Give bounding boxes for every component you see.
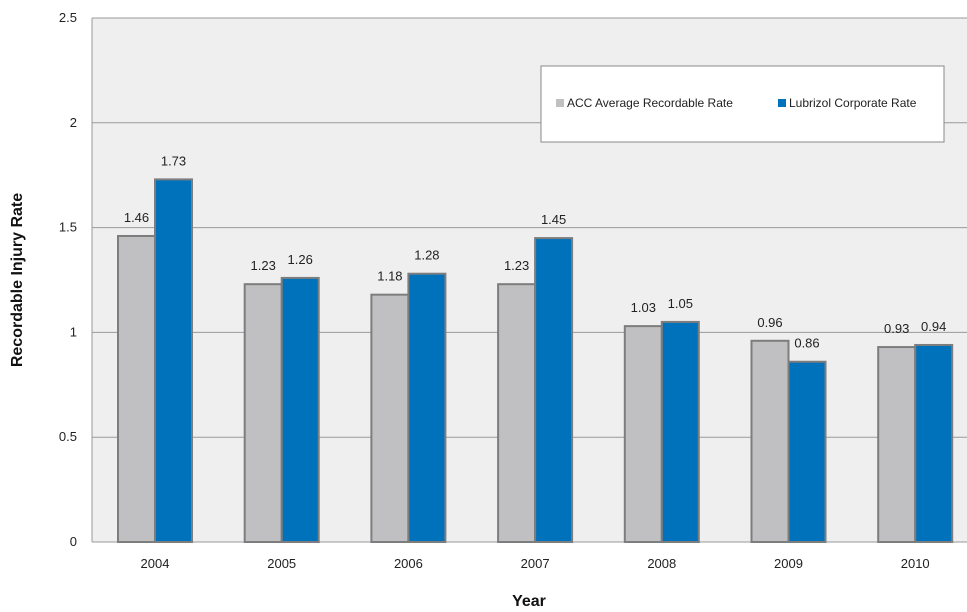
- bar-lubrizol-2004: [154, 178, 193, 543]
- x-tick-label: 2009: [774, 556, 803, 571]
- data-label: 1.23: [251, 258, 276, 273]
- y-tick-label: 1: [70, 324, 77, 339]
- bar-acc-2006: [370, 293, 410, 543]
- x-tick-label: 2006: [394, 556, 423, 571]
- legend-box: [540, 65, 945, 143]
- y-tick-label: 0: [70, 534, 77, 549]
- bar-acc-2004: [117, 234, 156, 543]
- x-tick-label: 2010: [901, 556, 930, 571]
- legend-label-lubrizol: Lubrizol Corporate Rate: [789, 96, 917, 110]
- x-tick-label: 2005: [267, 556, 296, 571]
- bar-acc-2009: [750, 339, 790, 543]
- y-tick-label: 1.5: [59, 220, 77, 235]
- x-tick-label: 2007: [521, 556, 550, 571]
- y-axis-title: Recordable Injury Rate: [9, 193, 26, 367]
- bar-lubrizol-2010: [914, 343, 954, 544]
- data-label: 0.94: [921, 319, 946, 334]
- x-tick-label: 2008: [647, 556, 676, 571]
- y-tick-label: 2: [70, 115, 77, 130]
- y-tick-label: 2.5: [59, 10, 77, 25]
- data-label: 1.73: [161, 153, 186, 168]
- data-label: 1.03: [631, 300, 656, 315]
- data-label: 1.46: [124, 210, 149, 225]
- bar-acc-2007: [497, 283, 537, 543]
- bars: [117, 178, 954, 544]
- data-label: 1.05: [668, 296, 693, 311]
- data-label: 0.96: [757, 315, 782, 330]
- x-tick-label: 2004: [141, 556, 170, 571]
- bar-lubrizol-2009: [787, 360, 827, 543]
- bar-lubrizol-2005: [280, 276, 320, 543]
- bar-acc-2008: [623, 325, 663, 543]
- bar-lubrizol-2007: [534, 237, 574, 544]
- bar-lubrizol-2006: [407, 272, 447, 543]
- data-label: 1.18: [377, 269, 402, 284]
- data-label: 1.45: [541, 212, 566, 227]
- data-label: 0.86: [794, 336, 819, 351]
- x-axis-title: Year: [512, 593, 546, 610]
- x-tick-labels: 2004 2005 2006 2007 2008 2009 2010: [141, 556, 930, 571]
- legend-label-acc: ACC Average Recordable Rate: [567, 96, 733, 110]
- data-label: 1.28: [414, 248, 439, 263]
- legend-swatch-acc: [556, 99, 564, 107]
- bar-acc-2005: [243, 283, 283, 543]
- y-tick-labels: 0 0.5 1 1.5 2 2.5: [59, 10, 77, 549]
- y-tick-label: 0.5: [59, 429, 77, 444]
- bar-acc-2010: [877, 346, 917, 543]
- data-labels: 1.46 1.73 1.23 1.26 1.18 1.28 1.23 1.45 1.03 1.05…: [124, 153, 947, 350]
- data-label: 0.93: [884, 321, 909, 336]
- legend: ACC Average Recordable Rate Lubrizol Cor…: [540, 65, 945, 143]
- data-label: 1.26: [288, 252, 313, 267]
- bar-lubrizol-2008: [660, 320, 700, 544]
- data-label: 1.23: [504, 258, 529, 273]
- legend-swatch-lubrizol: [778, 99, 786, 107]
